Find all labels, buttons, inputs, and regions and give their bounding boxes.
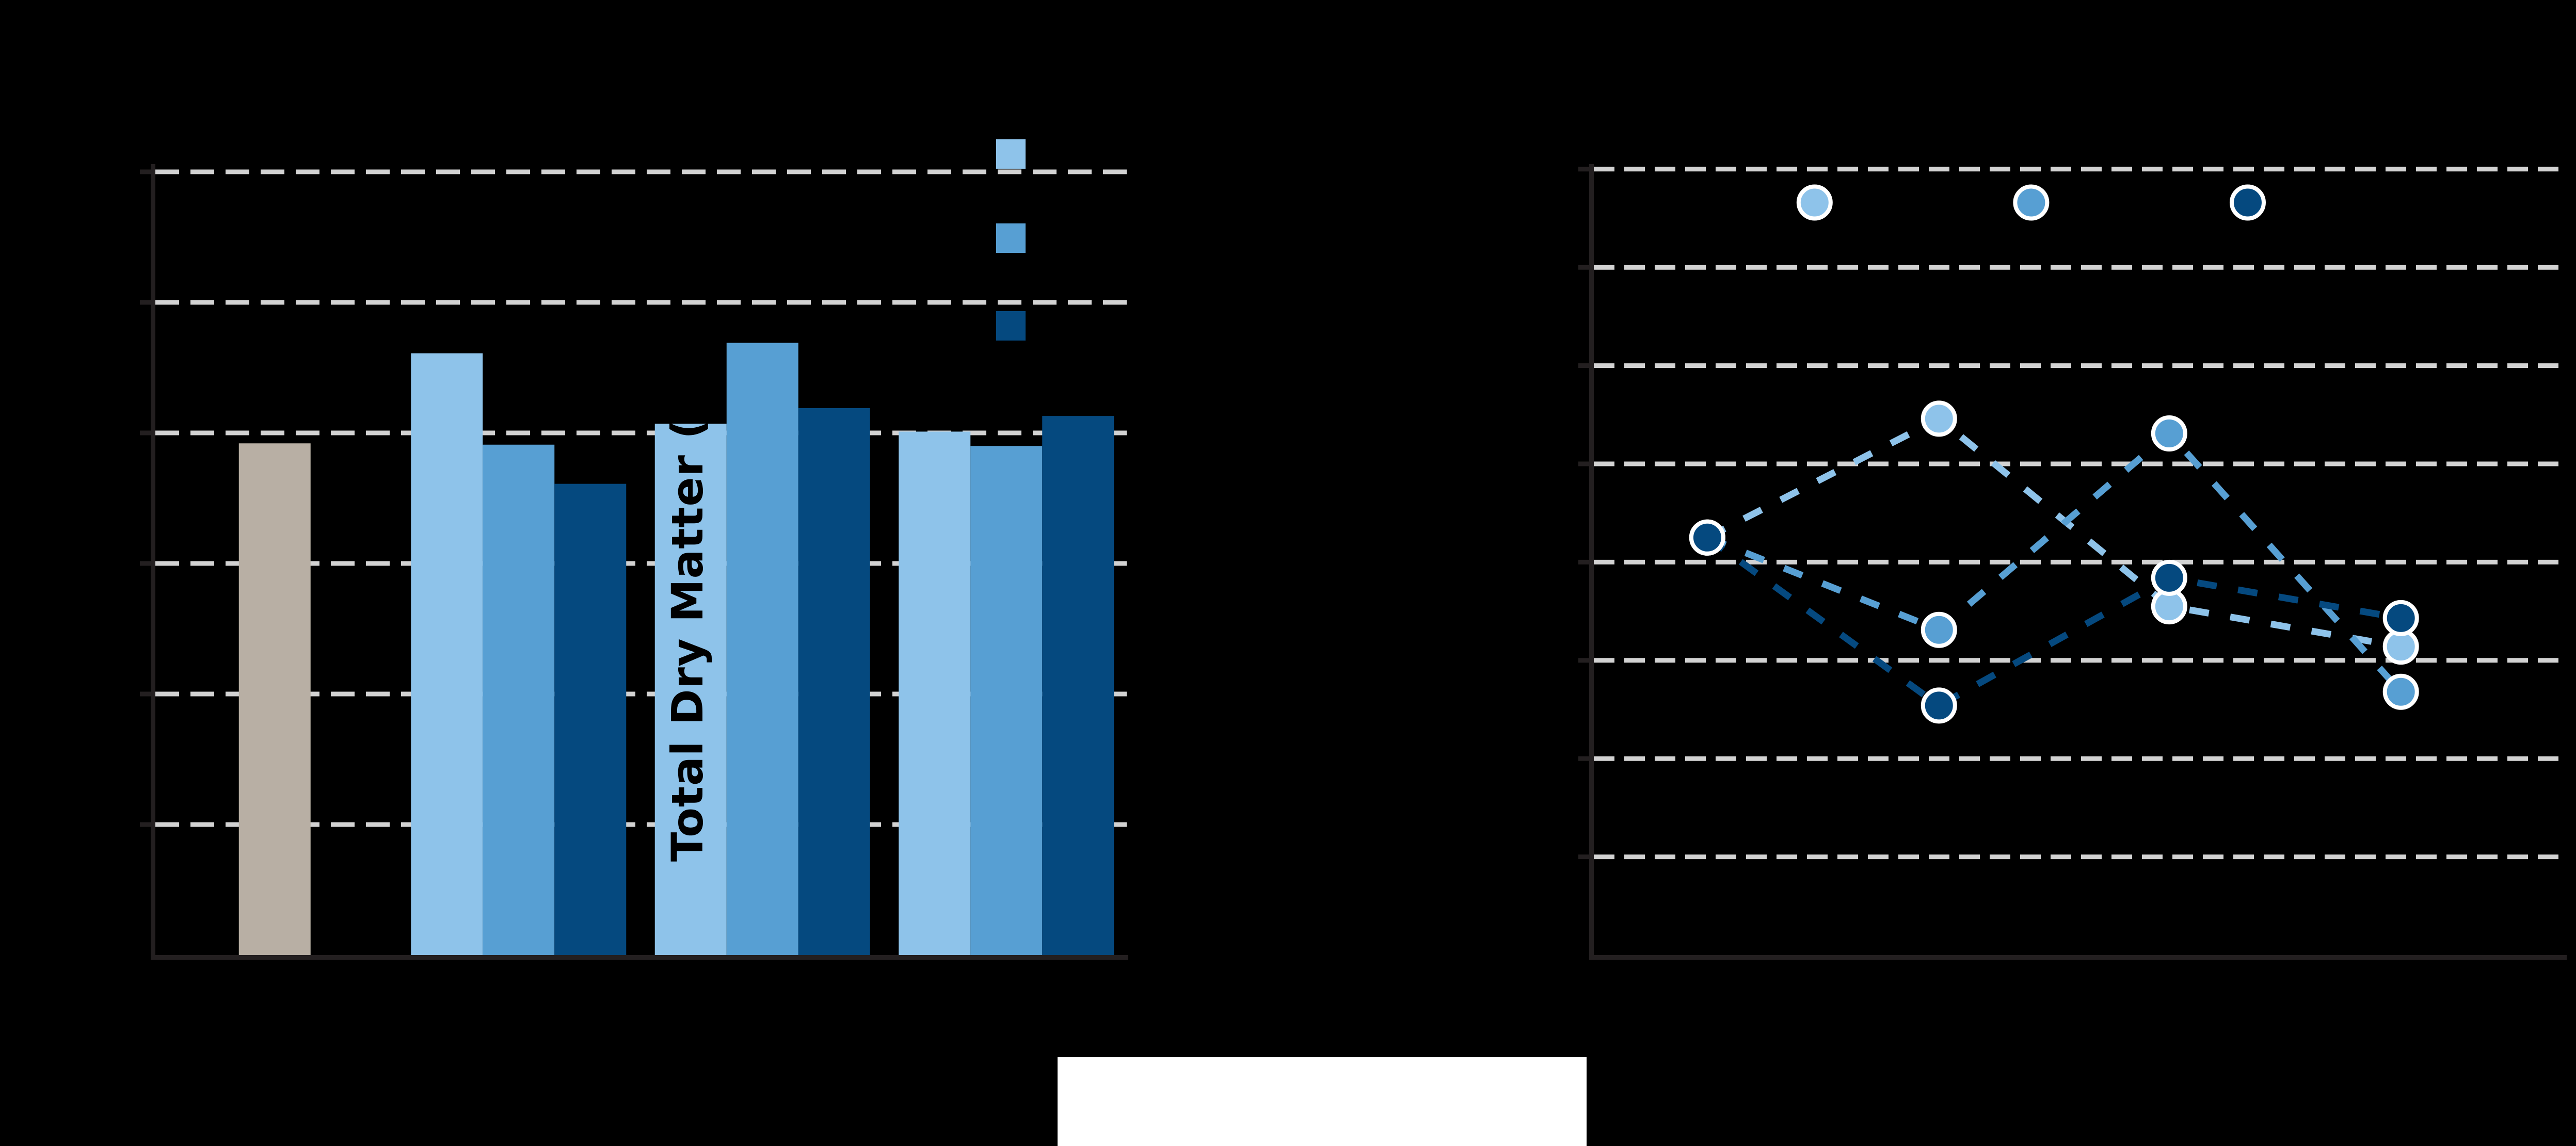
legend-swatch-2 [996, 311, 1026, 341]
y-tick [1578, 756, 1591, 761]
legend-marker-0 [1796, 184, 1833, 221]
bar-light-blue [654, 424, 727, 955]
line-chart [1578, 164, 2567, 960]
marker-light-blue [1921, 400, 1957, 437]
bottom-spine [1589, 955, 2567, 960]
bottom-white-box [1058, 1057, 1587, 1146]
legend-marker-1 [2013, 184, 2050, 221]
y-tick [140, 822, 153, 827]
marker-dark-navy [2151, 559, 2187, 596]
y-tick [1578, 265, 1591, 270]
bar-medium-blue [970, 446, 1043, 955]
bar-control-tan [238, 443, 311, 955]
y-tick [140, 691, 153, 697]
y-tick [140, 169, 153, 174]
y-tick [140, 561, 153, 566]
line-dark-navy [1705, 535, 2402, 710]
legend-swatch-1 [996, 223, 1026, 253]
y-tick [1578, 363, 1591, 368]
bar-dark-navy [798, 408, 870, 956]
y-tick [1578, 559, 1591, 564]
bar-dark-navy [554, 483, 627, 955]
bar-dark-navy [1042, 416, 1114, 955]
legend-marker-2 [2229, 184, 2266, 221]
bottom-spine [151, 955, 1128, 960]
bar-light-blue [411, 353, 483, 956]
bar-light-blue [899, 431, 971, 955]
marker-medium-blue [1921, 611, 1957, 648]
marker-medium-blue [2151, 415, 2187, 451]
y-tick [1578, 658, 1591, 663]
marker-dark-navy [1689, 519, 1725, 556]
bar-medium-blue [483, 444, 555, 955]
marker-dark-navy [2382, 600, 2419, 636]
bar-chart [140, 139, 1128, 960]
y-tick [1578, 854, 1591, 860]
left-spine [151, 164, 155, 960]
left-spine [1589, 164, 1594, 960]
marker-medium-blue [2382, 673, 2419, 710]
line-light-blue [1705, 414, 2402, 650]
legend-swatch-0 [996, 139, 1026, 169]
bar-medium-blue [726, 343, 798, 956]
y-tick [1578, 167, 1591, 172]
y-tick [140, 430, 153, 435]
left-chart-ylabel: Total Dry Matter (kg) [662, 337, 713, 862]
y-tick [140, 300, 153, 305]
marker-dark-navy [1921, 687, 1957, 724]
line-medium-blue [1706, 428, 2404, 695]
y-tick [1578, 461, 1591, 466]
